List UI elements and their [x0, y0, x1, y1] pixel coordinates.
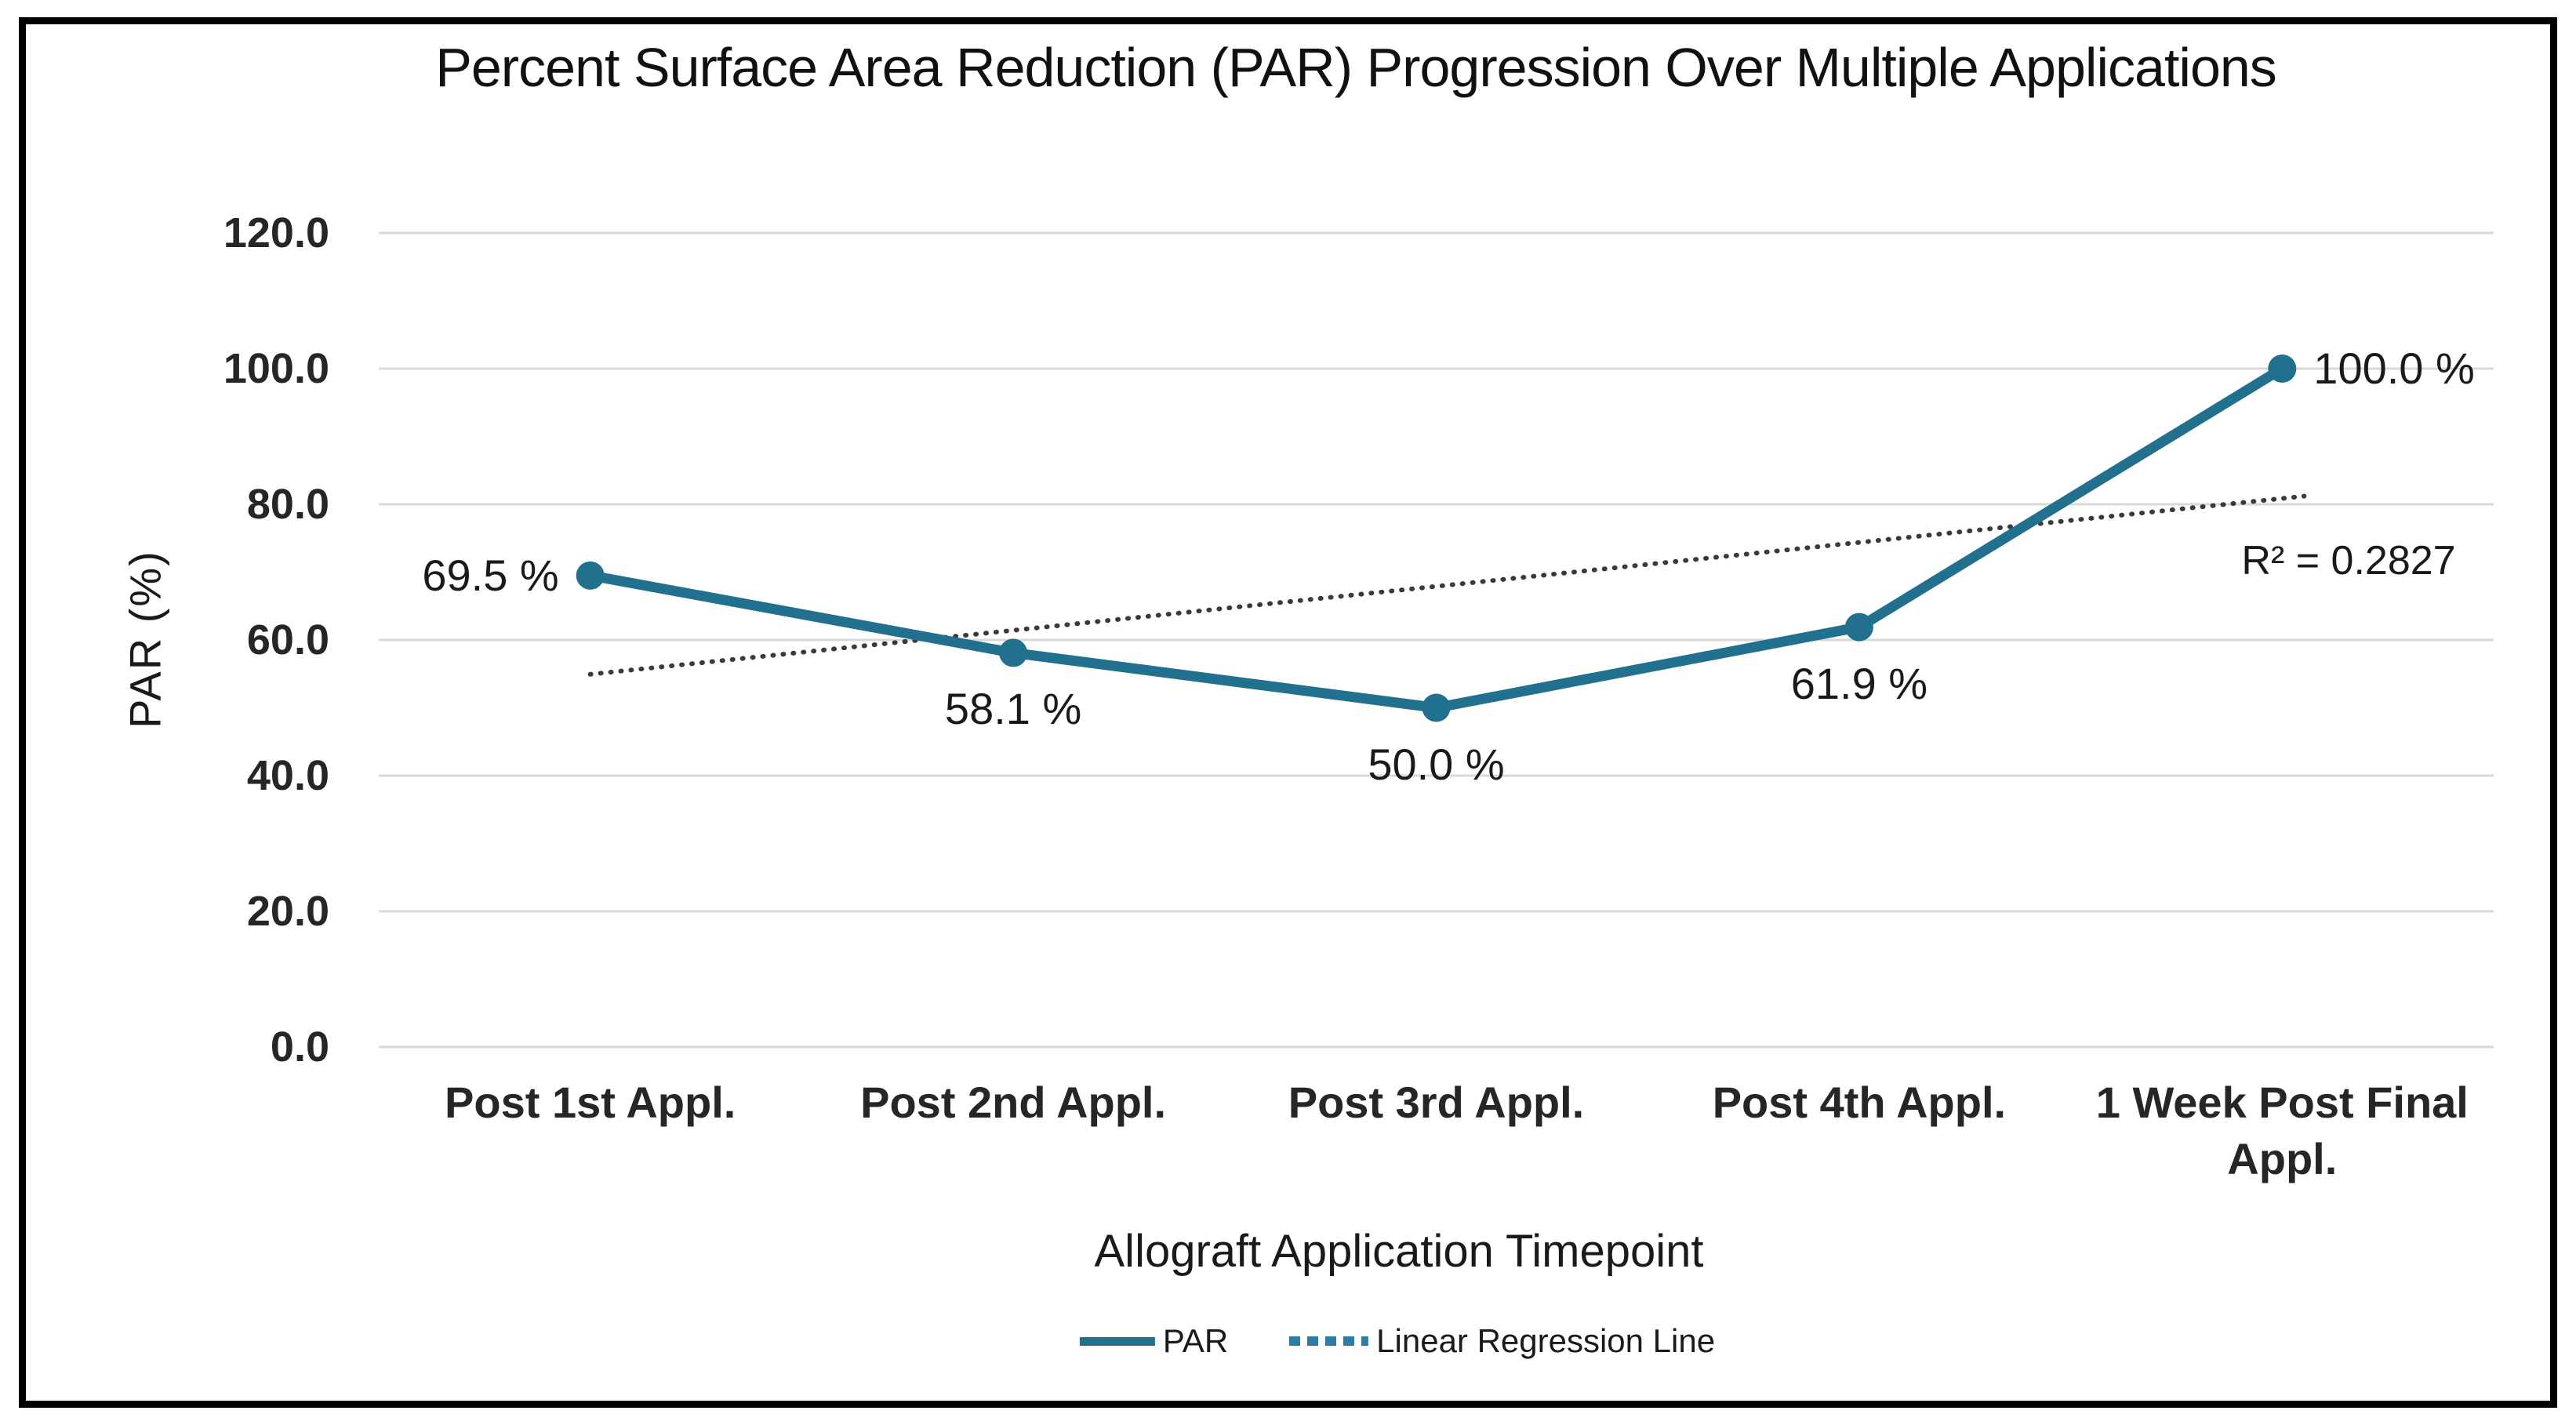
- legend-item-par: PAR: [1079, 1322, 1229, 1360]
- y-axis-tick-label: 0.0: [270, 1023, 329, 1071]
- par-data-point-marker: [1844, 613, 1873, 642]
- legend-item-regression: Linear Regression Line: [1289, 1322, 1715, 1360]
- legend-regression-label: Linear Regression Line: [1376, 1322, 1716, 1359]
- x-axis-category-label: Post 1st Appl.: [445, 1078, 736, 1127]
- par-data-point-marker: [576, 561, 605, 590]
- chart-legend: PAR Linear Regression Line: [1079, 1322, 1715, 1360]
- chart-title: Percent Surface Area Reduction (PAR) Pro…: [435, 37, 2277, 98]
- x-axis-category-label: Post 2nd Appl.: [860, 1078, 1167, 1127]
- x-axis-category-label: Post 4th Appl.: [1712, 1078, 2007, 1127]
- y-axis-tick-label: 100.0: [223, 345, 329, 392]
- data-point-label: 61.9 %: [1790, 658, 1928, 708]
- y-axis-title: PAR (%): [120, 550, 170, 729]
- data-point-label: 58.1 %: [944, 684, 1082, 734]
- x-axis-title: Allograft Application Timepoint: [1094, 1226, 1704, 1277]
- regression-line-swatch-icon: [1289, 1336, 1369, 1346]
- regression-trendline: [587, 493, 2307, 677]
- data-point-label: 100.0 %: [2313, 344, 2475, 393]
- legend-par-label: PAR: [1162, 1322, 1229, 1359]
- y-axis-tick-label: 60.0: [246, 616, 329, 663]
- y-axis-tick-label: 40.0: [246, 752, 329, 799]
- par-data-point-marker: [2268, 354, 2297, 383]
- par-line-swatch-icon: [1079, 1336, 1155, 1346]
- y-axis-tick-label: 120.0: [223, 209, 329, 256]
- par-data-point-marker: [999, 638, 1028, 667]
- r-squared-annotation: R² = 0.2827: [2241, 538, 2456, 583]
- x-axis-category-label: Post 3rd Appl.: [1288, 1078, 1585, 1127]
- data-point-label: 50.0 %: [1368, 739, 1505, 789]
- x-axis-category-label: 1 Week Post Final Appl.: [2095, 1078, 2469, 1183]
- y-axis-tick-label: 80.0: [246, 481, 329, 528]
- y-axis-tick-label: 20.0: [246, 888, 329, 935]
- par-series-line: [585, 363, 2287, 713]
- par-data-point-marker: [1422, 693, 1451, 722]
- data-point-label: 69.5 %: [422, 550, 559, 600]
